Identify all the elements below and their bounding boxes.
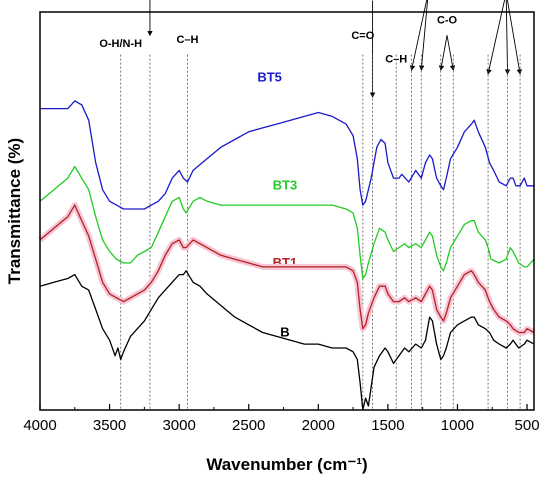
annotation-arrow [409,0,428,71]
annotation-arrow [506,0,522,75]
reference-lines [120,54,521,410]
series-line-bt5 [40,100,534,210]
annotation-arrow [418,0,429,71]
annotation-label: C=O [351,30,374,42]
plot-frame [39,11,535,411]
series-line-bt3 [39,165,535,280]
y-axis-title: Transmittance (%) [5,138,24,284]
series-layer [38,100,536,411]
annotation-arrow [446,35,456,71]
x-axis-title: Wavenumber (cm⁻¹) [206,455,367,474]
series-label-bt3: BT3 [273,178,298,193]
annotation-arrow [486,0,506,75]
x-tick-label: 3500 [93,417,126,434]
annotation-arrow [438,35,448,71]
series-line-bt1 [39,204,535,334]
x-tick-label: 500 [515,417,540,434]
ticks: 4000 3500 3000 2500 2000 1500 1000 500 [23,404,540,434]
x-tick-label: 4000 [23,417,56,434]
annotation-label: O-H/N-H [99,38,142,50]
annotation-label: C–H [176,34,198,46]
annotation-label: C-O [437,15,458,27]
x-tick-label: 1500 [371,417,404,434]
series-label-bt5: BT5 [257,70,282,85]
x-tick-label: 1000 [441,417,474,434]
series-line-b [39,270,535,411]
x-tick-label: 3000 [162,417,195,434]
x-tick-label: 2000 [302,417,335,434]
x-tick-label: 2500 [232,417,265,434]
annotations: O-H/N-HO-HC–HC=ON-H/O-HC–HC-O/C-CC-OTi-O… [99,0,522,98]
series-halo-bt1 [38,202,536,336]
series-label-b: B [280,324,289,339]
